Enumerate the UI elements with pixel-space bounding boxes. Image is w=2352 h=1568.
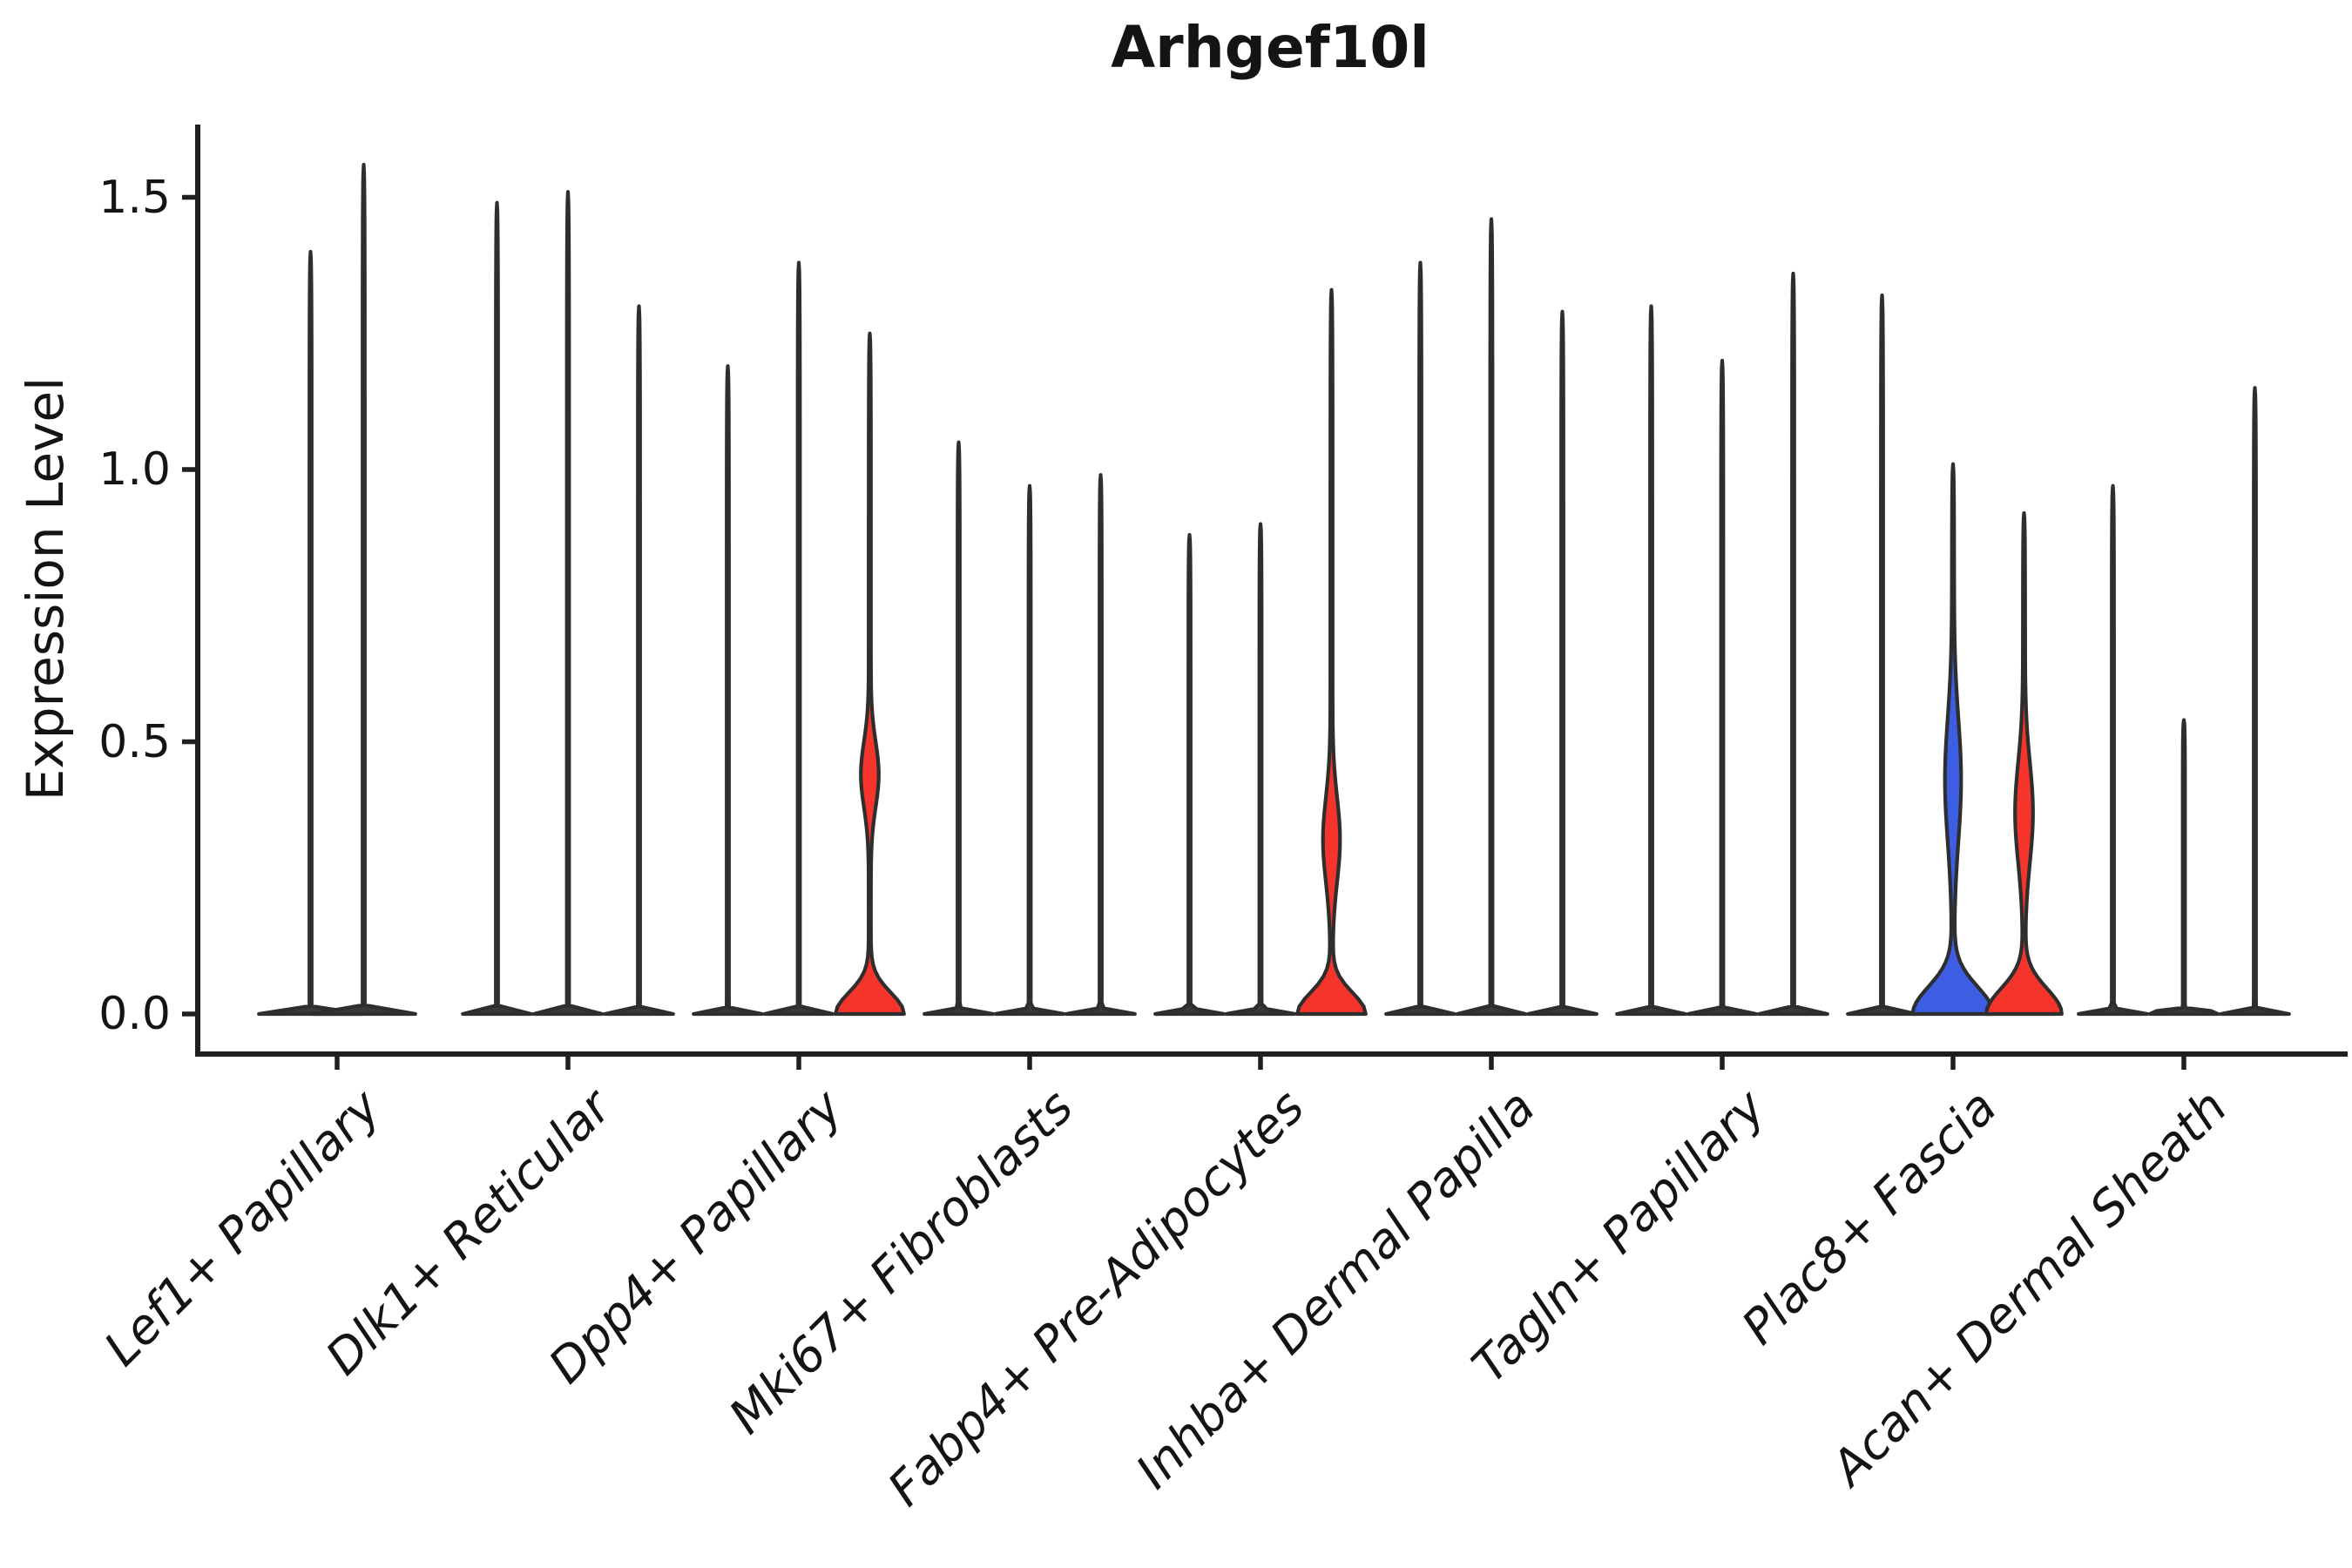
violin-dark — [1384, 260, 1456, 1017]
violin-red — [834, 331, 906, 1017]
y-tick-label: 0.0 — [98, 988, 171, 1040]
violin-dark — [1224, 522, 1297, 1017]
violin-blue — [1910, 462, 1996, 1017]
y-tick-label: 1.0 — [98, 443, 171, 496]
violin-dark — [603, 304, 675, 1017]
y-tick-mark — [182, 1011, 195, 1017]
y-tick-mark — [182, 467, 195, 472]
x-tick-mark — [796, 1057, 801, 1070]
violin-dark — [1757, 271, 1829, 1017]
x-tick-mark — [1258, 1057, 1263, 1070]
chart-title: Arhgef10l — [1111, 14, 1429, 81]
violin-dark — [1064, 473, 1137, 1017]
violin-dark — [1455, 217, 1528, 1017]
violin-red — [1295, 287, 1368, 1017]
x-tick-mark — [1027, 1057, 1032, 1070]
violin-dark — [1526, 309, 1598, 1017]
y-axis-spine — [195, 125, 200, 1057]
violin-red — [1984, 510, 2064, 1017]
violin-dark — [1686, 358, 1759, 1017]
x-tick-mark — [335, 1057, 340, 1070]
violin-dark — [1153, 532, 1226, 1017]
violin-dark — [531, 190, 605, 1017]
y-tick-mark — [182, 194, 195, 200]
violin-dark — [993, 483, 1066, 1017]
x-tick-mark — [565, 1057, 571, 1070]
violin-dark — [310, 162, 417, 1017]
violin-dark — [461, 200, 533, 1017]
violin-dark — [2147, 718, 2220, 1017]
x-tick-mark — [1489, 1057, 1494, 1070]
x-tick-mark — [1950, 1057, 1956, 1070]
violin-dark — [692, 364, 764, 1017]
y-tick-label: 0.5 — [98, 715, 171, 768]
violin-dark — [1846, 293, 1918, 1017]
y-tick-mark — [182, 739, 195, 745]
x-tick-mark — [1720, 1057, 1725, 1070]
violin-dark — [1615, 304, 1687, 1017]
x-tick-mark — [2181, 1057, 2186, 1070]
y-tick-label: 1.5 — [98, 171, 171, 224]
violin-dark — [2077, 483, 2149, 1017]
violin-dark — [923, 440, 995, 1017]
violin-dark — [762, 260, 835, 1017]
violin-dark — [2219, 386, 2291, 1017]
x-axis-spine — [195, 1051, 2348, 1057]
violin-dark — [257, 249, 364, 1017]
